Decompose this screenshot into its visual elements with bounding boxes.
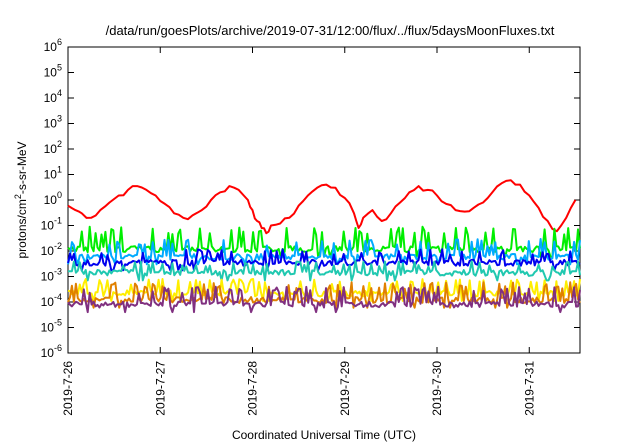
series-line-7 bbox=[67, 285, 581, 314]
y-tick-base: 10 bbox=[44, 40, 58, 54]
y-axis-label-rest: -s-sr-MeV bbox=[15, 141, 29, 194]
y-tick-base: 10 bbox=[41, 270, 55, 284]
y-tick-label: 106 bbox=[44, 37, 62, 54]
x-tick-label: 2019-7-27 bbox=[153, 361, 167, 416]
y-tick-exponent: -3 bbox=[54, 267, 62, 277]
y-tick-base: 10 bbox=[44, 193, 58, 207]
x-axis-label: Coordinated Universal Time (UTC) bbox=[232, 428, 416, 442]
x-tick-label: 2019-7-26 bbox=[61, 361, 75, 416]
y-tick-exponent: 1 bbox=[57, 165, 62, 175]
y-tick-exponent: 2 bbox=[57, 139, 62, 149]
y-tick-exponent: -5 bbox=[54, 318, 62, 328]
y-tick-base: 10 bbox=[41, 295, 55, 309]
y-tick-base: 10 bbox=[44, 168, 58, 182]
x-axis: 2019-7-26 2019-7-27 2019-7-28 2019-7-29 2019… bbox=[61, 47, 536, 416]
x-tick-label: 2019-7-29 bbox=[338, 361, 352, 416]
y-tick-label: 102 bbox=[44, 139, 62, 156]
y-tick-label: 104 bbox=[44, 88, 62, 105]
y-tick-base: 10 bbox=[44, 66, 58, 80]
y-tick-exponent: 5 bbox=[57, 63, 62, 73]
y-axis: 10-610-510-410-310-210-11001011021031041… bbox=[41, 37, 580, 360]
y-tick-base: 10 bbox=[41, 321, 55, 335]
y-tick-exponent: 3 bbox=[57, 114, 62, 124]
y-tick-base: 10 bbox=[44, 117, 58, 131]
y-tick-label: 10-6 bbox=[41, 343, 62, 360]
x-tick-label: 2019-7-31 bbox=[522, 361, 536, 416]
y-tick-label: 10-3 bbox=[41, 267, 62, 284]
chart-title: /data/run/goesPlots/archive/2019-07-31/1… bbox=[106, 23, 555, 38]
y-axis-label-main: protons/cm bbox=[15, 199, 29, 258]
y-tick-base: 10 bbox=[41, 244, 55, 258]
y-tick-base: 10 bbox=[41, 346, 55, 360]
y-tick-base: 10 bbox=[41, 219, 55, 233]
y-tick-label: 10-5 bbox=[41, 318, 62, 335]
y-tick-label: 10-2 bbox=[41, 241, 62, 258]
y-tick-label: 10-1 bbox=[41, 216, 62, 233]
y-tick-exponent: -4 bbox=[54, 292, 62, 302]
y-tick-exponent: -1 bbox=[54, 216, 62, 226]
y-tick-base: 10 bbox=[44, 91, 58, 105]
series-line-2 bbox=[67, 238, 581, 266]
y-tick-label: 10-4 bbox=[41, 292, 62, 309]
y-tick-exponent: -6 bbox=[54, 343, 62, 353]
x-tick-label: 2019-7-28 bbox=[246, 361, 260, 416]
y-tick-exponent: 6 bbox=[57, 37, 62, 47]
y-tick-label: 101 bbox=[44, 165, 62, 182]
y-tick-label: 105 bbox=[44, 63, 62, 80]
series-line-0 bbox=[67, 179, 577, 235]
series-line-4 bbox=[67, 260, 581, 282]
y-tick-exponent: -2 bbox=[54, 241, 62, 251]
y-tick-label: 103 bbox=[44, 114, 62, 131]
y-axis-label: protons/cm2-s-sr-MeV bbox=[13, 141, 29, 258]
y-tick-exponent: 0 bbox=[57, 190, 62, 200]
y-tick-exponent: 4 bbox=[57, 88, 62, 98]
series-group bbox=[67, 179, 581, 314]
y-axis-label-superscript: 2 bbox=[13, 194, 23, 199]
y-tick-label: 100 bbox=[44, 190, 62, 207]
y-tick-base: 10 bbox=[44, 142, 58, 156]
x-tick-label: 2019-7-30 bbox=[430, 361, 444, 416]
